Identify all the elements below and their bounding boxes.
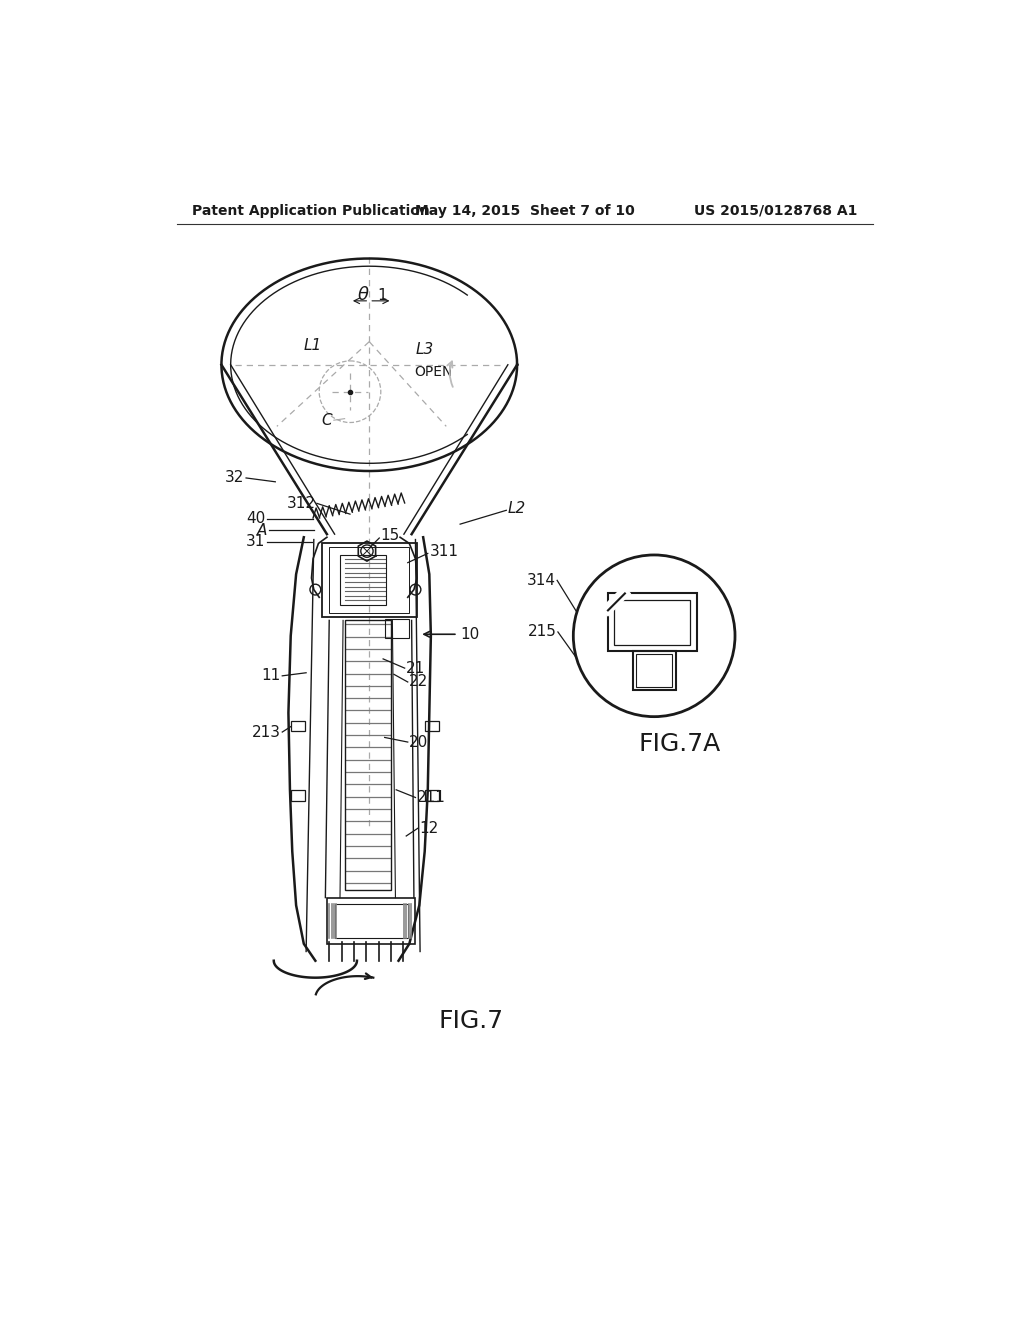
Bar bbox=[291, 789, 304, 800]
Text: 11: 11 bbox=[261, 668, 281, 684]
Text: C: C bbox=[322, 413, 333, 428]
Bar bbox=[608, 594, 696, 651]
Text: FIG.7A: FIG.7A bbox=[639, 731, 721, 755]
Bar bbox=[340, 554, 386, 605]
Text: $\theta$: $\theta$ bbox=[356, 286, 370, 305]
Bar bbox=[385, 619, 410, 638]
Text: A: A bbox=[257, 523, 267, 537]
Bar bbox=[291, 721, 304, 731]
Bar bbox=[614, 599, 690, 645]
Bar bbox=[330, 548, 410, 612]
Bar bbox=[327, 898, 416, 944]
Text: 10: 10 bbox=[460, 627, 479, 642]
Circle shape bbox=[573, 554, 735, 717]
Text: 32: 32 bbox=[225, 470, 245, 486]
Bar bbox=[633, 651, 676, 689]
Text: 311: 311 bbox=[429, 544, 459, 558]
Text: Patent Application Publication: Patent Application Publication bbox=[193, 203, 430, 218]
Bar bbox=[322, 544, 417, 616]
Text: 15: 15 bbox=[381, 528, 400, 544]
Text: US 2015/0128768 A1: US 2015/0128768 A1 bbox=[694, 203, 857, 218]
Text: 314: 314 bbox=[526, 573, 556, 587]
Bar bbox=[345, 620, 391, 890]
Text: 21: 21 bbox=[407, 660, 425, 676]
Text: 312: 312 bbox=[287, 496, 315, 511]
Bar bbox=[425, 721, 438, 731]
Text: 211: 211 bbox=[417, 789, 445, 805]
Text: May 14, 2015  Sheet 7 of 10: May 14, 2015 Sheet 7 of 10 bbox=[415, 203, 635, 218]
Text: OPEN: OPEN bbox=[414, 366, 453, 379]
Text: 1: 1 bbox=[377, 288, 387, 304]
Text: 213: 213 bbox=[252, 725, 281, 739]
Text: L2: L2 bbox=[508, 502, 526, 516]
Text: 20: 20 bbox=[410, 734, 429, 750]
Text: 40: 40 bbox=[246, 511, 265, 527]
Bar bbox=[637, 653, 672, 688]
Bar bbox=[425, 789, 438, 800]
Text: L1: L1 bbox=[304, 338, 323, 352]
Bar bbox=[335, 904, 408, 939]
Text: 12: 12 bbox=[419, 821, 438, 836]
Text: L3: L3 bbox=[416, 342, 434, 356]
Text: 215: 215 bbox=[527, 624, 556, 639]
Text: 22: 22 bbox=[410, 675, 429, 689]
Text: FIG.7: FIG.7 bbox=[438, 1008, 504, 1032]
Text: 31: 31 bbox=[246, 535, 265, 549]
